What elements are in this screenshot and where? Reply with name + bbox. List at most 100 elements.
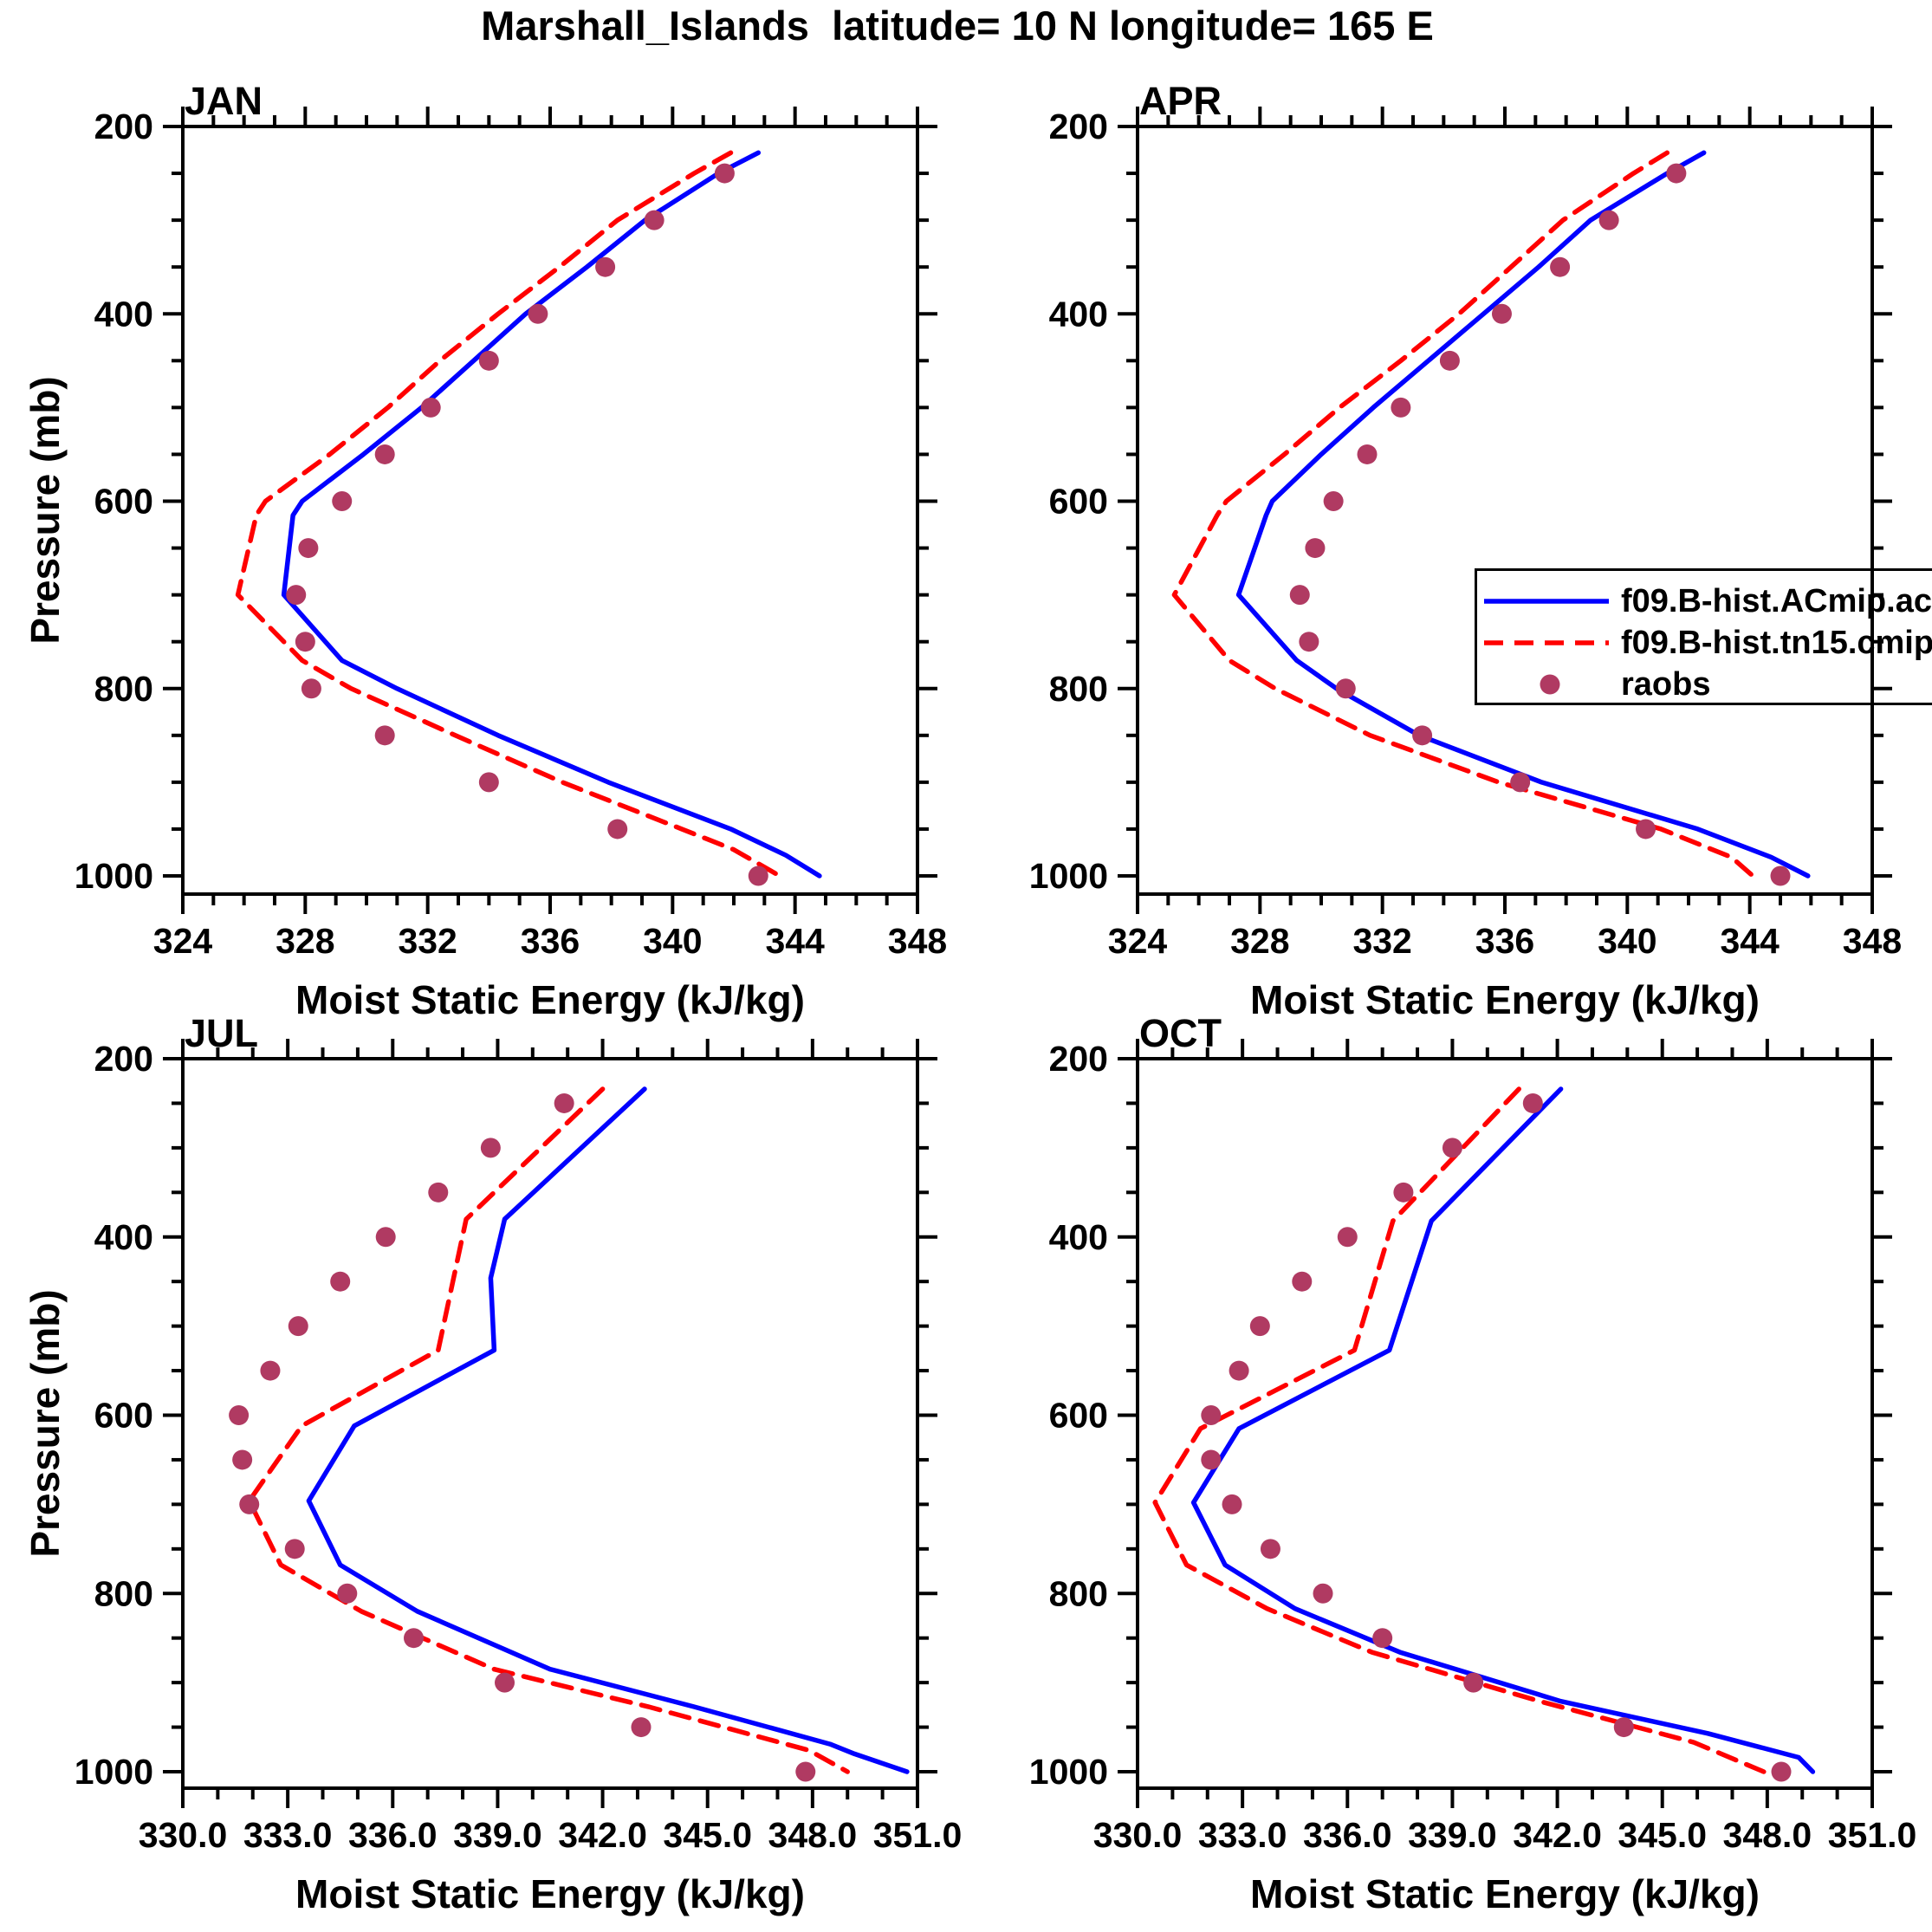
raobs-dot	[1305, 538, 1326, 559]
raobs-dot	[1337, 1227, 1358, 1248]
y-tick-label: 800	[1049, 1573, 1108, 1613]
legend-label: f09.B-hist.ACmip.ac	[1621, 582, 1932, 619]
raobs-dot	[1771, 1761, 1792, 1782]
series-line-dashed	[1171, 150, 1755, 878]
series-line-dashed	[1152, 1086, 1767, 1774]
x-tick-label: 351.0	[1828, 1815, 1917, 1855]
raobs-dot	[375, 1227, 396, 1248]
y-tick-label: 1000	[1029, 1752, 1108, 1792]
raobs-dot	[1289, 585, 1310, 606]
y-tick-label: 400	[1049, 1217, 1108, 1257]
panel-title-apr: APR	[1139, 79, 1222, 123]
raobs-dot	[1393, 1182, 1414, 1203]
x-tick-label: 333.0	[1198, 1815, 1287, 1855]
y-tick-label: 800	[1049, 669, 1108, 709]
y-tick-label: 600	[94, 1396, 153, 1436]
x-tick-label: 336	[521, 921, 580, 961]
raobs-dot	[1442, 1138, 1462, 1158]
x-tick-label: 328	[276, 921, 334, 961]
raobs-dot	[260, 1360, 281, 1381]
y-tick-label: 1000	[75, 856, 153, 896]
raobs-dot	[1299, 632, 1319, 652]
raobs-dot	[1491, 303, 1512, 324]
raobs-dot	[1222, 1494, 1242, 1514]
raobs-dot	[428, 1182, 449, 1203]
raobs-dot	[374, 444, 395, 464]
raobs-dot	[1357, 444, 1378, 464]
raobs-dot	[284, 1539, 305, 1559]
raobs-dot	[748, 866, 768, 886]
x-tick-label: 348.0	[768, 1815, 858, 1855]
x-tick-label: 345.0	[663, 1815, 752, 1855]
y-tick-label: 600	[94, 482, 153, 522]
raobs-dot	[554, 1092, 574, 1113]
x-tick-label: 336.0	[348, 1815, 438, 1855]
raobs-dot	[795, 1761, 816, 1782]
x-tick-label: 336	[1475, 921, 1534, 961]
raobs-dot	[1323, 491, 1344, 511]
y-tick-label: 1000	[1029, 856, 1108, 896]
raobs-dot	[714, 163, 735, 184]
raobs-dot	[1598, 210, 1619, 230]
raobs-dot	[1613, 1717, 1634, 1738]
raobs-dot	[374, 725, 395, 746]
series-line-solid	[306, 1086, 910, 1774]
series-line-dashed	[246, 1086, 850, 1774]
panel-title-oct: OCT	[1139, 1011, 1222, 1055]
y-tick-label: 1000	[75, 1752, 153, 1792]
raobs-dot	[1510, 772, 1531, 793]
legend-solid-line-sample	[1484, 599, 1609, 604]
panel-title-jan: JAN	[185, 79, 263, 123]
raobs-dot	[1335, 678, 1356, 699]
x-tick-label: 342.0	[558, 1815, 647, 1855]
legend-dot-sample	[1540, 674, 1560, 695]
raobs-dot	[295, 632, 315, 652]
raobs-dot	[288, 1316, 308, 1337]
legend-item-dashed: f09.B-hist.tn15.cmip	[1477, 622, 1932, 664]
x-tick-label: 345.0	[1618, 1815, 1707, 1855]
figure-title: Marshall_Islands latitude= 10 N longitud…	[481, 3, 1434, 49]
series-line-solid	[1235, 150, 1811, 878]
raobs-dot	[1636, 819, 1656, 840]
raobs-dot	[301, 678, 321, 699]
plot-frame	[181, 1057, 919, 1790]
raobs-dot	[1463, 1672, 1484, 1693]
x-tick-label: 348.0	[1723, 1815, 1812, 1855]
raobs-dot	[480, 1138, 501, 1158]
y-tick-label: 400	[94, 294, 153, 334]
raobs-dot	[1391, 397, 1411, 418]
raobs-dot	[286, 585, 307, 606]
x-tick-label: 339.0	[1408, 1815, 1497, 1855]
x-tick-label: 328	[1230, 921, 1289, 961]
x-axis-title: Moist Static Energy (kJ/kg)	[1250, 977, 1760, 1022]
x-tick-label: 344	[765, 921, 825, 961]
plot-frame	[1136, 125, 1874, 896]
raobs-dot	[420, 397, 441, 418]
x-tick-label: 340	[643, 921, 702, 961]
panel-jan: 324 328 332 336 340 344 348 200 400 600 800 1000 JAN…	[75, 79, 947, 1022]
x-tick-label: 336.0	[1303, 1815, 1392, 1855]
raobs-dot	[404, 1628, 425, 1649]
raobs-dot	[1260, 1539, 1280, 1559]
panel-oct: 330.0 333.0 336.0 339.0 342.0 345.0 348.0 351.0…	[1029, 1011, 1917, 1916]
x-tick-label: 339.0	[453, 1815, 542, 1855]
x-tick-label: 333.0	[243, 1815, 333, 1855]
x-tick-label: 348	[1843, 921, 1902, 961]
raobs-dot	[1313, 1583, 1333, 1604]
x-axis-title: Moist Static Energy (kJ/kg)	[295, 1871, 805, 1916]
y-tick-label: 200	[1049, 1039, 1108, 1079]
raobs-dot	[1229, 1360, 1249, 1381]
series-line-solid	[1190, 1086, 1816, 1774]
y-tick-label: 200	[94, 107, 153, 146]
raobs-dot	[1550, 256, 1571, 277]
raobs-dot	[495, 1672, 515, 1693]
raobs-dot	[528, 303, 548, 324]
y-tick-label: 600	[1049, 482, 1108, 522]
y-tick-label: 400	[94, 1217, 153, 1257]
raobs-dot	[1522, 1092, 1543, 1113]
legend-dashed-line-sample	[1484, 640, 1609, 645]
raobs-dot	[1412, 725, 1433, 746]
raobs-dot	[298, 538, 319, 559]
y-tick-label: 200	[1049, 107, 1108, 146]
